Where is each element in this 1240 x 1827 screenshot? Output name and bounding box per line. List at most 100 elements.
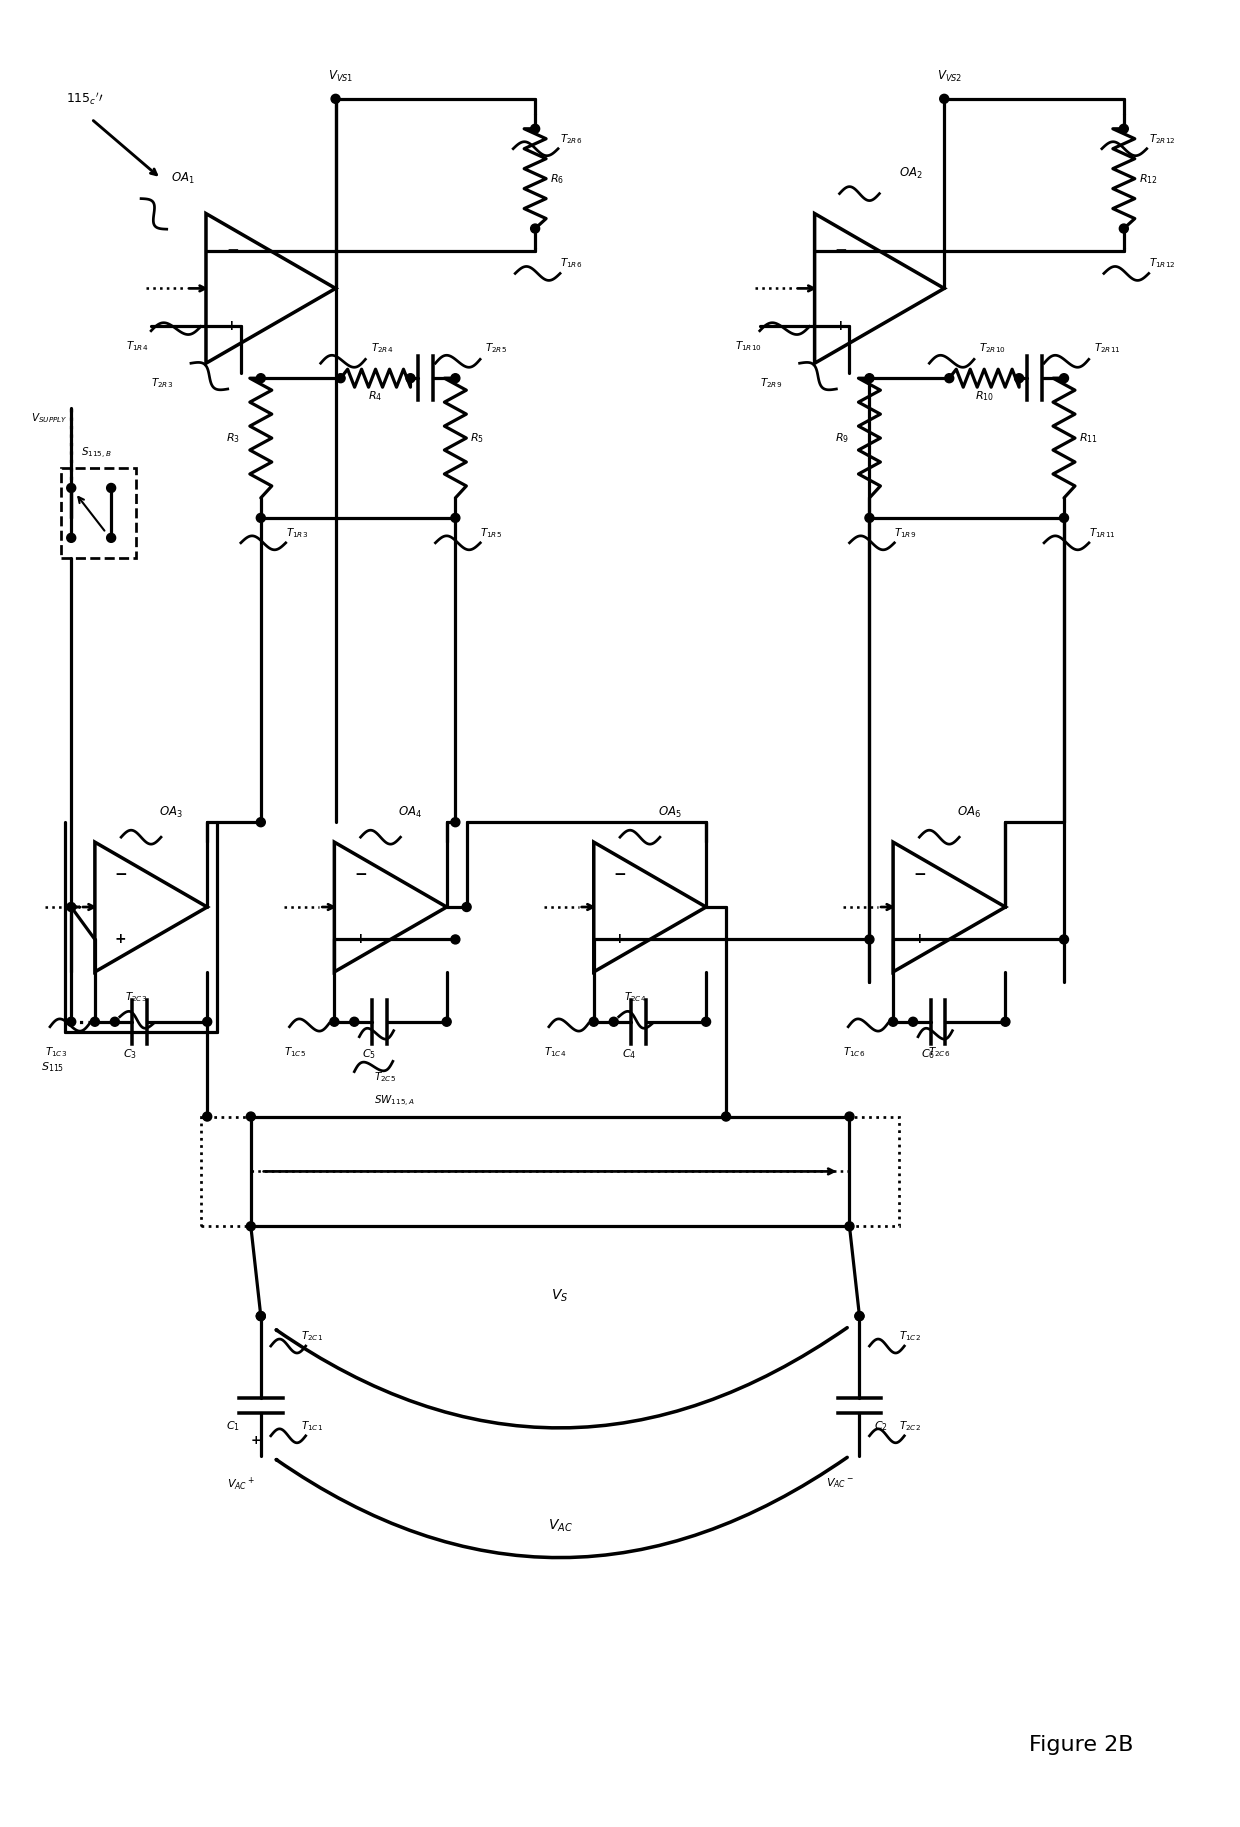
Circle shape xyxy=(866,935,874,945)
Circle shape xyxy=(1001,1018,1009,1027)
Text: $R_5$: $R_5$ xyxy=(470,431,485,446)
Circle shape xyxy=(531,124,539,133)
Text: $C_4$: $C_4$ xyxy=(621,1047,636,1060)
Circle shape xyxy=(330,1018,339,1027)
Text: $115_c{^\prime\prime}$: $115_c{^\prime\prime}$ xyxy=(66,91,104,108)
Circle shape xyxy=(844,1222,854,1231)
Text: $T_{2C1}$: $T_{2C1}$ xyxy=(301,1330,322,1343)
Circle shape xyxy=(67,1018,76,1027)
Circle shape xyxy=(451,375,460,382)
FancyArrowPatch shape xyxy=(277,1328,847,1429)
Text: $T_{1R4}$: $T_{1R4}$ xyxy=(126,338,149,353)
Text: $T_{1C4}$: $T_{1C4}$ xyxy=(544,1045,567,1058)
Text: $R_9$: $R_9$ xyxy=(835,431,848,446)
Circle shape xyxy=(531,225,539,234)
Circle shape xyxy=(844,1113,854,1122)
Text: $T_{2C5}$: $T_{2C5}$ xyxy=(374,1071,397,1083)
Circle shape xyxy=(247,1113,255,1122)
Text: $T_{2R5}$: $T_{2R5}$ xyxy=(485,342,507,354)
Text: +: + xyxy=(835,320,846,333)
Text: +: + xyxy=(250,1434,262,1447)
Circle shape xyxy=(405,375,415,382)
Text: +: + xyxy=(355,932,366,946)
Text: $T_{1C6}$: $T_{1C6}$ xyxy=(843,1045,866,1058)
Circle shape xyxy=(202,1018,212,1027)
Circle shape xyxy=(1120,124,1128,133)
Circle shape xyxy=(854,1312,864,1321)
Text: $OA_6$: $OA_6$ xyxy=(957,804,981,820)
Text: $R_6$: $R_6$ xyxy=(551,172,564,186)
Circle shape xyxy=(909,1018,918,1027)
Text: $T_{2R12}$: $T_{2R12}$ xyxy=(1148,132,1176,146)
Text: $S_{115}$: $S_{115}$ xyxy=(41,1060,64,1074)
Circle shape xyxy=(107,533,115,543)
Text: $T_{2C2}$: $T_{2C2}$ xyxy=(899,1420,921,1432)
Circle shape xyxy=(463,903,471,912)
Text: $OA_3$: $OA_3$ xyxy=(159,804,184,820)
Circle shape xyxy=(854,1312,864,1321)
Text: $T_{1C5}$: $T_{1C5}$ xyxy=(284,1045,306,1058)
Circle shape xyxy=(91,1018,99,1027)
Text: $T_{1R10}$: $T_{1R10}$ xyxy=(735,338,761,353)
Circle shape xyxy=(67,903,76,912)
Text: −: − xyxy=(115,868,128,882)
Text: $T_{1C1}$: $T_{1C1}$ xyxy=(301,1420,322,1432)
Text: $T_{1R3}$: $T_{1R3}$ xyxy=(285,526,308,539)
Text: $R_{10}$: $R_{10}$ xyxy=(975,389,993,404)
Circle shape xyxy=(257,1312,265,1321)
Text: $C_3$: $C_3$ xyxy=(123,1047,136,1060)
Circle shape xyxy=(350,1018,358,1027)
Circle shape xyxy=(1014,375,1023,382)
Text: −: − xyxy=(835,243,847,258)
Text: $C_1$: $C_1$ xyxy=(226,1420,239,1432)
Text: $T_{1R6}$: $T_{1R6}$ xyxy=(560,256,583,270)
Circle shape xyxy=(257,1312,265,1321)
Text: $T_{2R6}$: $T_{2R6}$ xyxy=(560,132,583,146)
Text: −: − xyxy=(913,868,926,882)
Circle shape xyxy=(1059,935,1069,945)
Circle shape xyxy=(257,513,265,523)
Text: $V_{VS2}$: $V_{VS2}$ xyxy=(936,69,962,84)
Bar xyxy=(201,1116,899,1226)
Circle shape xyxy=(1059,513,1069,523)
Text: $T_{2R10}$: $T_{2R10}$ xyxy=(980,342,1006,354)
Text: $C_2$: $C_2$ xyxy=(874,1420,888,1432)
Text: −: − xyxy=(614,868,626,882)
Text: $T_{1R12}$: $T_{1R12}$ xyxy=(1148,256,1176,270)
Text: $C_6$: $C_6$ xyxy=(921,1047,935,1060)
Text: $SW_{115,A}$: $SW_{115,A}$ xyxy=(374,1094,415,1109)
Text: +: + xyxy=(115,932,126,946)
Text: $C_5$: $C_5$ xyxy=(362,1047,376,1060)
Circle shape xyxy=(451,513,460,523)
Text: $T_{1R9}$: $T_{1R9}$ xyxy=(894,526,916,539)
Text: $V_{VS1}$: $V_{VS1}$ xyxy=(327,69,353,84)
Circle shape xyxy=(257,375,265,382)
Text: +: + xyxy=(226,320,238,333)
Bar xyxy=(61,468,136,557)
Circle shape xyxy=(940,95,949,104)
Circle shape xyxy=(866,513,874,523)
Circle shape xyxy=(67,533,76,543)
Circle shape xyxy=(451,818,460,826)
Circle shape xyxy=(67,484,76,493)
Text: Figure 2B: Figure 2B xyxy=(1029,1736,1133,1756)
Circle shape xyxy=(609,1018,619,1027)
Text: +: + xyxy=(913,932,925,946)
Text: $T_{2R4}$: $T_{2R4}$ xyxy=(371,342,393,354)
Text: $V_{SUPPLY}$: $V_{SUPPLY}$ xyxy=(31,411,68,426)
Text: +: + xyxy=(614,932,625,946)
Text: $OA_1$: $OA_1$ xyxy=(171,172,195,186)
Circle shape xyxy=(722,1113,730,1122)
Text: $V_{AC}{}^-$: $V_{AC}{}^-$ xyxy=(826,1476,853,1489)
Circle shape xyxy=(945,375,954,382)
Text: $V_{AC}{}^+$: $V_{AC}{}^+$ xyxy=(227,1476,254,1493)
Circle shape xyxy=(889,1018,898,1027)
Text: $R_4$: $R_4$ xyxy=(368,389,383,404)
Circle shape xyxy=(451,935,460,945)
Text: $V_S$: $V_S$ xyxy=(552,1288,569,1304)
Text: $OA_2$: $OA_2$ xyxy=(899,166,923,181)
Circle shape xyxy=(866,375,874,382)
Text: $V_{AC}$: $V_{AC}$ xyxy=(548,1518,573,1535)
Circle shape xyxy=(702,1018,711,1027)
Circle shape xyxy=(107,484,115,493)
